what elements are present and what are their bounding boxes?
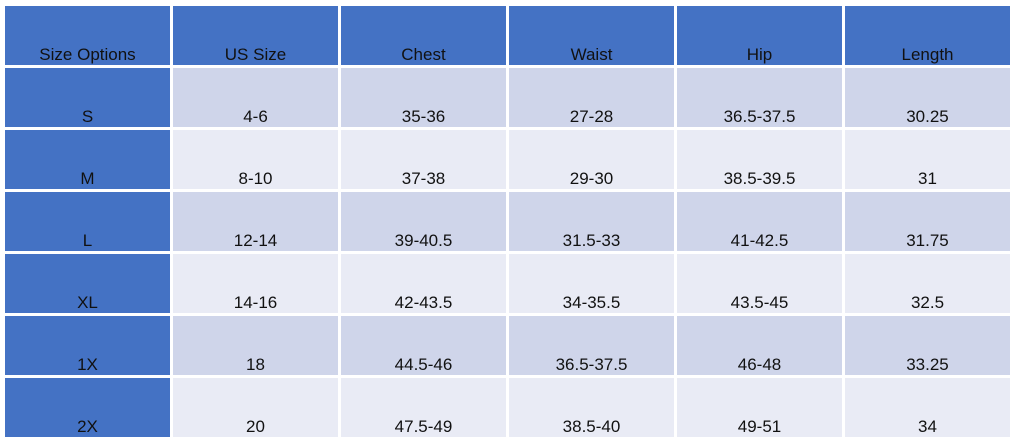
- table-row: 2X 20 47.5-49 38.5-40 49-51 34: [5, 378, 1010, 437]
- cell-chest: 47.5-49: [341, 378, 506, 437]
- table-row: S 4-6 35-36 27-28 36.5-37.5 30.25: [5, 68, 1010, 127]
- cell-us-size: 20: [173, 378, 338, 437]
- cell-waist: 29-30: [509, 130, 674, 189]
- cell-hip: 36.5-37.5: [677, 68, 842, 127]
- header-hip: Hip: [677, 6, 842, 65]
- cell-length: 31.75: [845, 192, 1010, 251]
- header-row: Size Options US Size Chest Waist Hip Len…: [5, 6, 1010, 65]
- row-size-label: XL: [5, 254, 170, 313]
- size-chart-table: Size Options US Size Chest Waist Hip Len…: [2, 3, 1013, 440]
- cell-waist: 34-35.5: [509, 254, 674, 313]
- cell-chest: 35-36: [341, 68, 506, 127]
- cell-hip: 41-42.5: [677, 192, 842, 251]
- row-size-label: 2X: [5, 378, 170, 437]
- table-row: 1X 18 44.5-46 36.5-37.5 46-48 33.25: [5, 316, 1010, 375]
- cell-length: 30.25: [845, 68, 1010, 127]
- cell-us-size: 14-16: [173, 254, 338, 313]
- header-length: Length: [845, 6, 1010, 65]
- cell-hip: 46-48: [677, 316, 842, 375]
- cell-waist: 38.5-40: [509, 378, 674, 437]
- cell-hip: 49-51: [677, 378, 842, 437]
- table-row: XL 14-16 42-43.5 34-35.5 43.5-45 32.5: [5, 254, 1010, 313]
- cell-chest: 37-38: [341, 130, 506, 189]
- row-size-label: 1X: [5, 316, 170, 375]
- cell-us-size: 4-6: [173, 68, 338, 127]
- cell-chest: 39-40.5: [341, 192, 506, 251]
- cell-us-size: 12-14: [173, 192, 338, 251]
- cell-hip: 38.5-39.5: [677, 130, 842, 189]
- table-row: M 8-10 37-38 29-30 38.5-39.5 31: [5, 130, 1010, 189]
- cell-length: 34: [845, 378, 1010, 437]
- cell-length: 31: [845, 130, 1010, 189]
- cell-us-size: 8-10: [173, 130, 338, 189]
- header-size-options: Size Options: [5, 6, 170, 65]
- cell-hip: 43.5-45: [677, 254, 842, 313]
- header-chest: Chest: [341, 6, 506, 65]
- cell-chest: 42-43.5: [341, 254, 506, 313]
- header-waist: Waist: [509, 6, 674, 65]
- cell-waist: 36.5-37.5: [509, 316, 674, 375]
- cell-chest: 44.5-46: [341, 316, 506, 375]
- cell-length: 33.25: [845, 316, 1010, 375]
- cell-length: 32.5: [845, 254, 1010, 313]
- cell-waist: 27-28: [509, 68, 674, 127]
- row-size-label: M: [5, 130, 170, 189]
- cell-us-size: 18: [173, 316, 338, 375]
- row-size-label: S: [5, 68, 170, 127]
- header-us-size: US Size: [173, 6, 338, 65]
- table-row: L 12-14 39-40.5 31.5-33 41-42.5 31.75: [5, 192, 1010, 251]
- cell-waist: 31.5-33: [509, 192, 674, 251]
- row-size-label: L: [5, 192, 170, 251]
